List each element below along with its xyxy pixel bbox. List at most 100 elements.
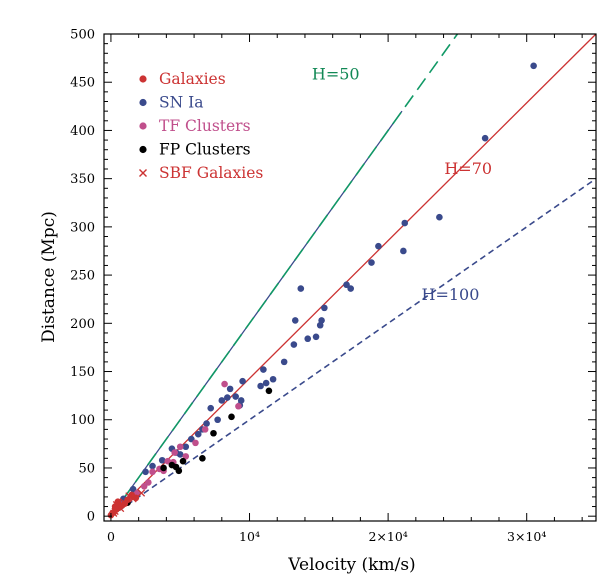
y-tick-label: 150 — [70, 365, 95, 380]
sn-ia-point — [257, 382, 264, 390]
hubble-line-h-50 — [110, 110, 403, 517]
legend: Galaxies SN Ia TF Clusters FP Clusters SBF G… — [139, 70, 263, 182]
x-tick-label: 10⁴ — [239, 529, 260, 544]
legend-marker-galaxies — [139, 75, 147, 83]
hubble-line-h50-dashed — [110, 33, 459, 517]
x-tick-label: 3×10⁴ — [507, 529, 546, 544]
sbf-galaxies-point — [119, 498, 128, 506]
tf-clusters-point — [192, 439, 199, 447]
tf-clusters-point — [149, 468, 156, 476]
sn-ia-point — [375, 242, 382, 250]
legend-marker-sbf-galaxies — [139, 169, 147, 177]
x-axis-label: Velocity (km/s) — [287, 555, 415, 575]
line-label-h-50: H=50 — [312, 64, 360, 83]
y-tick-label: 200 — [70, 317, 95, 332]
hubble-line-h-100 — [110, 177, 597, 517]
sn-ia-point — [290, 341, 298, 348]
legend-marker-sn-ia — [139, 98, 147, 107]
sn-ia-point — [224, 394, 231, 401]
fp-clusters-point — [199, 455, 206, 462]
y-tick-label: 500 — [70, 28, 95, 43]
y-tick-label: 450 — [70, 76, 95, 91]
sn-ia-point — [316, 321, 324, 329]
tf-clusters-point — [176, 443, 184, 451]
sn-ia-point — [280, 358, 288, 366]
sn-ia-point — [239, 377, 246, 385]
tf-clusters-point — [201, 426, 209, 433]
legend-label-galaxies: Galaxies — [159, 70, 226, 88]
sn-ia-point — [158, 456, 166, 464]
sn-ia-point — [481, 134, 489, 142]
sn-ia-point — [214, 416, 221, 424]
tf-clusters-point — [145, 479, 152, 486]
tf-clusters-point — [182, 453, 190, 460]
sn-ia-point — [142, 468, 149, 476]
sn-ia-point — [368, 259, 375, 266]
sn-ia-point — [343, 281, 350, 289]
sn-ia-point — [218, 397, 226, 404]
sn-ia-point — [436, 213, 443, 221]
tf-clusters-point — [171, 449, 178, 456]
legend-label-sbf-galaxies: SBF Galaxies — [159, 164, 263, 182]
fp-clusters-point — [265, 387, 273, 395]
y-tick-label: 300 — [70, 220, 95, 235]
sn-ia-point — [203, 420, 210, 427]
y-tick-label: 400 — [70, 124, 95, 139]
legend-label-tf-clusters: TF Clusters — [159, 117, 251, 135]
y-tick-label: 0 — [87, 510, 95, 525]
sn-ia-point — [400, 247, 407, 255]
legend-label-sn-ia: SN Ia — [159, 94, 203, 112]
sn-ia-point — [347, 285, 354, 292]
sbf-galaxies-point-stroke — [112, 500, 121, 509]
sbf-galaxies-point — [137, 489, 146, 497]
fp-clusters-point — [179, 457, 187, 465]
legend-label-fp-clusters: FP Clusters — [159, 141, 251, 159]
sn-ia-point — [312, 333, 320, 341]
sn-ia-point — [129, 485, 137, 493]
tf-clusters-point — [140, 482, 148, 490]
sn-ia-point — [149, 462, 156, 470]
sbf-galaxies-point-stroke — [137, 489, 146, 497]
fp-clusters-point — [168, 461, 176, 469]
sbf-galaxies-point-stroke — [129, 495, 137, 503]
sbf-galaxies-point — [125, 492, 133, 500]
line-label-h-70: H=70 — [444, 159, 492, 178]
sn-ia-point — [232, 393, 239, 400]
sbf-galaxies-point — [112, 500, 121, 509]
sn-ia-point — [262, 379, 270, 387]
sbf-galaxies-point — [129, 495, 137, 503]
x-tick-label: 0 — [107, 529, 115, 544]
fp-clusters-point — [228, 413, 235, 421]
y-tick-label: 350 — [70, 172, 95, 187]
legend-marker-tf-clusters — [139, 122, 147, 130]
sn-ia-point — [207, 404, 215, 412]
tf-clusters-point — [164, 457, 172, 465]
axes: 0 10⁴ 2×10⁴ 3×10⁴ 0 50 100 150 200 250 300 350 400 45… — [70, 28, 596, 544]
legend-marker-fp-clusters — [139, 145, 147, 154]
sn-ia-point — [321, 304, 328, 312]
fp-clusters-point — [160, 464, 167, 472]
fp-clusters-point — [210, 429, 217, 437]
sbf-galaxies-point-stroke — [110, 509, 118, 517]
y-tick-label: 100 — [70, 413, 95, 428]
tf-clusters-point — [235, 402, 242, 410]
sn-ia-point — [194, 430, 202, 438]
sn-ia-point — [297, 285, 305, 292]
sn-ia-point — [304, 335, 312, 343]
sn-ia-point — [269, 375, 277, 383]
sn-ia-point — [182, 443, 190, 451]
line-label-h-100: H=100 — [422, 285, 480, 304]
sn-ia-point — [401, 219, 409, 227]
y-axis-label: Distance (Mpc) — [39, 211, 59, 343]
sbf-galaxies-point-stroke — [116, 504, 125, 513]
sn-ia-point — [291, 317, 299, 324]
sn-ia-point — [226, 385, 234, 393]
y-tick-label: 50 — [78, 461, 95, 476]
sbf-galaxies-point-stroke — [119, 498, 128, 506]
sn-ia-point — [530, 62, 537, 70]
x-tick-label: 2×10⁴ — [368, 529, 407, 544]
sbf-galaxies-point-stroke — [125, 492, 133, 500]
sn-ia-point — [188, 435, 195, 443]
plot-marks: H=50 H=70 H=100 — [107, 33, 597, 519]
